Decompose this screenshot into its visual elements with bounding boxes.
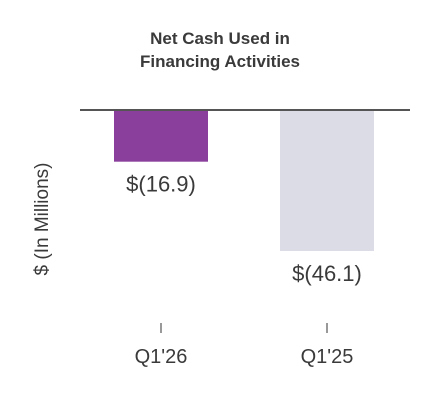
x-tick-label-0: Q1'26 xyxy=(135,346,188,368)
data-label-0: $(16.9) xyxy=(126,172,196,197)
data-label-1: $(46.1) xyxy=(292,261,362,286)
chart-title-line-1: Net Cash Used in xyxy=(150,29,290,48)
bar-1 xyxy=(280,110,374,251)
chart-title-line-2: Financing Activities xyxy=(140,52,300,71)
data-labels-group: $(16.9) $(46.1) xyxy=(126,172,362,286)
bar-0 xyxy=(114,110,208,162)
x-tick-label-1: Q1'25 xyxy=(301,346,354,368)
y-axis-label: $ (In Millions) xyxy=(32,163,53,276)
x-ticks-group: Q1'26 Q1'25 xyxy=(135,323,354,368)
bars-group xyxy=(114,110,374,251)
